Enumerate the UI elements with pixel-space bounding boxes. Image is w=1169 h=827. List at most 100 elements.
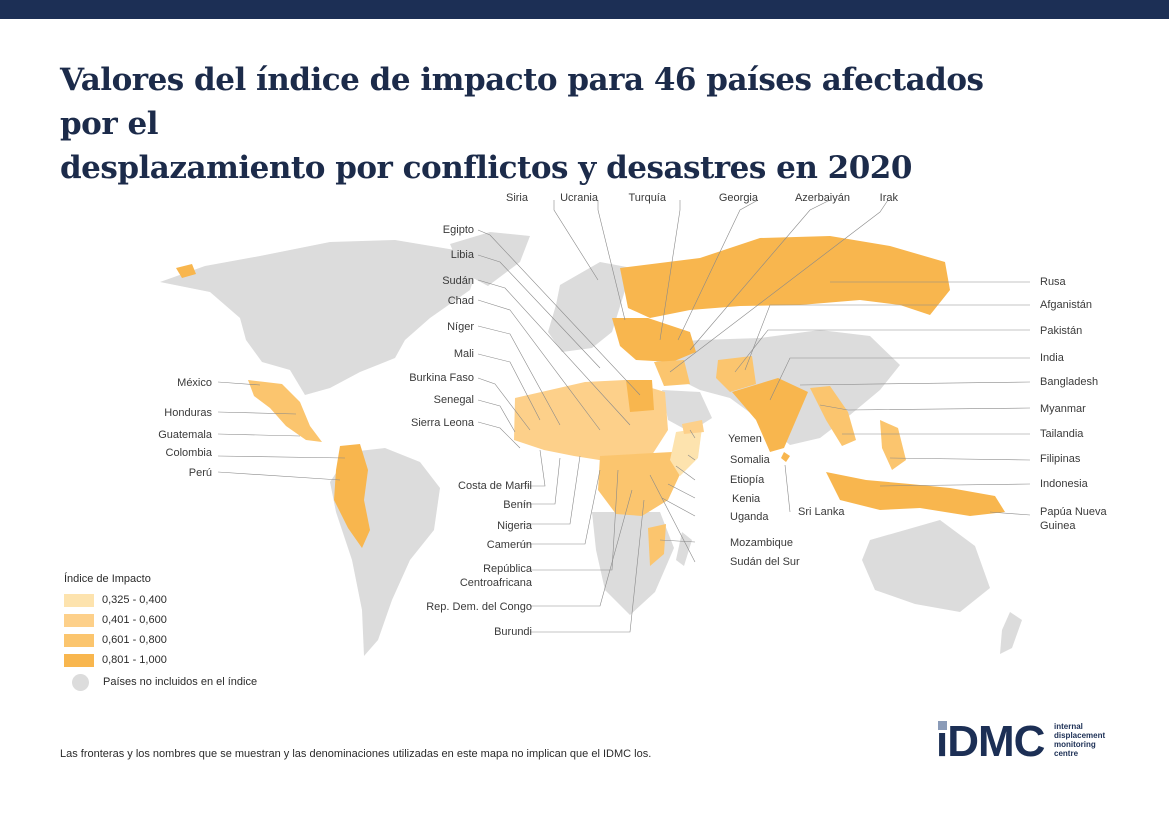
region-russia [620,236,950,318]
label-papua-nueva: Papúa Nueva [1040,506,1108,518]
affected-countries [176,236,1005,566]
legend-item: 0,325 - 0,400 [64,590,257,610]
region-egypt [626,380,654,412]
north-america-landmass [160,240,480,395]
label-libia: Libia [451,249,475,261]
label-rep-dem-congo: Rep. Dem. del Congo [426,601,532,613]
label-india: India [1040,352,1065,364]
logo-line-2: displacement [1054,731,1106,740]
label-filipinas: Filipinas [1040,453,1081,465]
label-costa-de-marfil: Costa de Marfil [458,480,532,492]
region-honduras-hotspot [176,264,196,278]
label-nigeria: Nigeria [497,520,533,532]
label-etiopia: Etiopía [730,474,765,486]
title-line-1: Valores del índice de impacto para 46 pa… [60,62,984,142]
region-sri-lanka [781,452,790,462]
page-title: Valores del índice de impacto para 46 pa… [60,58,1020,190]
country-labels: Siria Ucrania Turquía Georgia Azerbaiyán… [158,192,1107,638]
label-indonesia: Indonesia [1040,478,1089,490]
legend-swatch [64,653,94,667]
legend-label-not-included: Países no incluidos en el índice [103,676,258,688]
label-tailandia: Tailandia [1040,428,1084,440]
legend-dot [72,673,89,691]
label-somalia: Somalia [730,454,771,466]
label-peru: Perú [189,467,212,479]
label-rusa: Rusa [1040,276,1067,288]
australia-landmass [862,520,990,612]
logo-line-3: monitoring [1054,740,1096,749]
logo-square-icon [938,721,947,730]
legend-swatch [64,593,94,607]
region-philippines [880,420,906,470]
legend-item-not-included: Países no incluidos en el índice [64,672,257,692]
legend-label: 0,325 - 0,400 [102,594,167,606]
header-bar [0,0,1169,19]
label-honduras: Honduras [164,407,212,419]
leader-lines [217,199,1031,633]
region-afghanistan-pakistan [716,356,756,392]
label-irak: Irak [880,192,899,204]
label-centroafricana: Centroafricana [460,577,533,589]
legend-label: 0,601 - 0,800 [102,634,167,646]
label-camerun: Camerún [487,539,532,551]
logo-subtitle: internal displacement monitoring centre [1054,722,1105,758]
region-indonesia-png [826,472,1005,516]
region-east-central-africa [598,452,682,516]
label-sierra-leona: Sierra Leona [411,417,475,429]
legend-item: 0,601 - 0,800 [64,630,257,650]
region-india [732,378,808,452]
label-uganda: Uganda [730,511,769,523]
region-mainland-southeast-asia [810,386,856,446]
label-guinea: Guinea [1040,520,1076,532]
logo-line-4: centre [1054,749,1079,758]
label-kenia: Kenia [732,493,761,505]
label-burundi: Burundi [494,626,532,638]
label-afganistan: Afganistán [1040,299,1092,311]
label-turquia: Turquía [628,192,666,204]
label-senegal: Senegal [434,394,474,406]
region-mozambique [648,524,666,566]
label-sudan: Sudán [442,275,474,287]
label-ucrania: Ucrania [560,192,599,204]
legend-label: 0,801 - 1,000 [102,654,167,666]
legend-swatch [64,633,94,647]
label-colombia: Colombia [166,447,213,459]
label-mali: Mali [454,348,474,360]
region-yemen [682,420,704,434]
label-guatemala: Guatemala [158,429,213,441]
logo-mark: iDMC [936,717,1045,766]
label-chad: Chad [448,295,474,307]
region-horn-of-africa [670,428,702,476]
label-yemen: Yemen [728,433,762,445]
label-bangladesh: Bangladesh [1040,376,1098,388]
legend-item: 0,801 - 1,000 [64,650,257,670]
idmc-logo: iDMC internal displacement monitoring ce… [936,718,1126,764]
region-syria-iraq [654,360,690,386]
label-niger: Níger [447,321,474,333]
footnote: Las fronteras y los nombres que se muest… [60,748,652,760]
legend-label: 0,401 - 0,600 [102,614,167,626]
label-myanmar: Myanmar [1040,403,1086,415]
label-mozambique: Mozambique [730,537,793,549]
label-pakistan: Pakistán [1040,325,1082,337]
label-benin: Benín [503,499,532,511]
label-siria: Siria [506,192,529,204]
label-burkina-faso: Burkina Faso [409,372,474,384]
label-egipto: Egipto [443,224,474,236]
legend-item: 0,401 - 0,600 [64,610,257,630]
label-azerbaiyan: Azerbaiyán [795,192,850,204]
title-line-2: desplazamiento por conflictos y desastre… [60,150,912,186]
legend-title: Índice de Impacto [64,573,151,585]
region-ukraine-turkey-caucasus [612,318,696,362]
label-mexico: México [177,377,212,389]
legend: Índice de Impacto 0,325 - 0,400 0,401 - … [64,573,257,692]
label-georgia: Georgia [719,192,759,204]
region-mexico-central-america [248,380,322,442]
region-colombia-peru [334,444,370,548]
label-sudan-del-sur: Sudán del Sur [730,556,800,568]
logo-line-1: internal [1054,722,1083,731]
label-republica: República [483,563,533,575]
world-map: Siria Ucrania Turquía Georgia Azerbaiyán… [158,192,1108,656]
label-sri-lanka: Sri Lanka [798,506,845,518]
new-zealand-landmass [1000,612,1022,654]
